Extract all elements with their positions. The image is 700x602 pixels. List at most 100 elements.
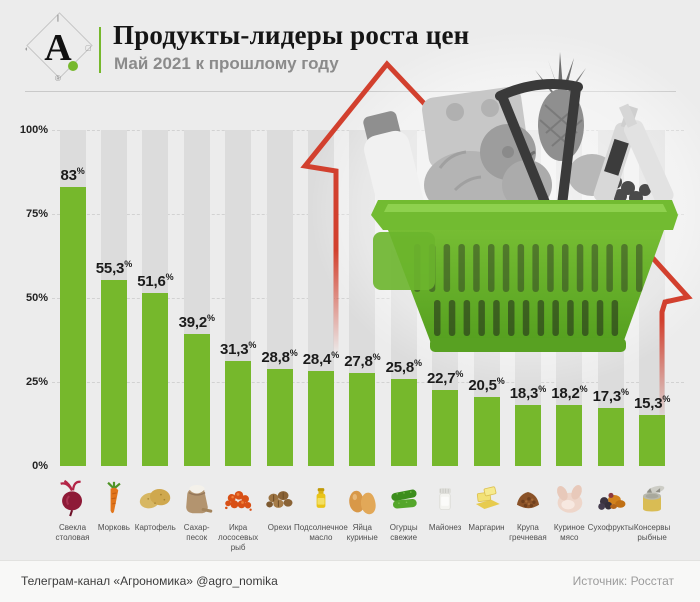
basket-handle-icon	[495, 79, 583, 210]
y-tick-label: 0%	[32, 460, 48, 472]
basket-slot	[458, 244, 465, 292]
y-tick-label: 100%	[19, 124, 48, 136]
buckwheat-icon	[508, 476, 548, 520]
basket-slot	[517, 244, 525, 292]
margarine-icon	[467, 476, 507, 520]
footer-channel: Телеграм-канал «Агрономика» @agro_nomika	[21, 574, 278, 588]
bar-Сахар-песок	[183, 334, 210, 466]
basket-slot	[508, 300, 515, 336]
category-label: Морковь	[97, 523, 130, 532]
trend-arrow-right-icon	[639, 243, 693, 420]
glass-bottle-2-icon	[618, 103, 674, 205]
bar-value-label: 15,3%	[633, 393, 671, 412]
nuts-icon	[260, 476, 300, 520]
bar-value-label: 83%	[60, 166, 85, 185]
basket-slot	[463, 300, 471, 336]
basket-slot	[621, 244, 628, 292]
basket-body	[388, 230, 664, 346]
mayonnaise-icon	[425, 476, 465, 520]
bar-value-label: 25,8%	[385, 358, 422, 377]
basket-slot	[522, 300, 530, 336]
basket-slot	[532, 244, 539, 292]
bar-Икра лососевых рыб	[225, 360, 252, 466]
bar-Морковь	[100, 280, 127, 466]
bar-value-label: 18,3%	[509, 383, 546, 402]
trend-arrow-up-icon	[300, 60, 454, 353]
category-label: Картофель	[134, 523, 176, 532]
basket-slot	[591, 244, 599, 292]
logo-letter: А	[44, 27, 72, 69]
carrot-icon	[94, 476, 134, 520]
category-label: Крупа гречневая	[509, 523, 547, 542]
basket-slot	[547, 244, 554, 292]
bar-Орехи	[266, 369, 293, 466]
basket-slot	[537, 300, 545, 336]
bar-value-label: 28,4%	[302, 349, 339, 368]
logo-registered-mark: ®	[55, 74, 61, 83]
basket-base	[430, 338, 626, 352]
basket-slot	[596, 300, 604, 336]
y-tick-label: 75%	[25, 208, 48, 220]
potato-icon	[135, 476, 175, 520]
chicken-icon	[549, 476, 589, 520]
bar-value-label: 17,3%	[592, 386, 629, 405]
category-label: Подсолнечное масло	[293, 523, 348, 542]
basket-slot	[502, 244, 510, 292]
basket-slot	[606, 244, 613, 292]
bar-value-label: 55,3%	[95, 259, 132, 278]
category-label: Огурцы свежие	[389, 523, 418, 542]
bar-value-label: 27,8%	[344, 351, 381, 370]
category-label: Майонез	[428, 523, 462, 532]
sunflower-oil-icon	[301, 476, 341, 520]
bar-value-label: 51,6%	[137, 271, 174, 290]
basket-slot	[576, 244, 584, 292]
cucumbers-icon	[384, 476, 424, 520]
basket-slots	[414, 244, 643, 336]
bar-Маргарин	[473, 397, 500, 466]
basket-slot	[636, 244, 643, 292]
page-title: Продукты-лидеры роста цен	[113, 20, 470, 50]
bar-value-label: 28,8%	[261, 348, 298, 367]
basket-slot	[611, 300, 619, 336]
page-subtitle: Май 2021 к прошлому году	[114, 54, 339, 73]
dried-fruits-icon	[591, 476, 631, 520]
y-tick-label: 50%	[25, 292, 48, 304]
bar-Консервы рыбные	[639, 414, 666, 466]
bar-Свекла столовая	[59, 187, 86, 466]
bar-Огурцы свежие	[390, 379, 417, 466]
category-label: Орехи	[267, 523, 292, 532]
basket-slot	[488, 244, 495, 292]
header-rule	[25, 91, 676, 92]
basket-slot	[493, 300, 500, 336]
agronomika-logo: ❙ ◖ ▢ А ®	[22, 12, 94, 88]
basket-slot	[567, 300, 574, 336]
basket-slot	[478, 300, 485, 336]
category-label: Сухофрукты	[587, 523, 634, 532]
category-label: Сахар- песок	[183, 523, 210, 542]
basket-slot	[552, 300, 559, 336]
bar-value-label: 18,2%	[551, 383, 588, 402]
basket-slot	[443, 244, 451, 292]
footer: Телеграм-канал «Агрономика» @agro_nomika…	[0, 560, 700, 602]
bar-Сухофрукты	[597, 407, 624, 466]
basket-slot	[448, 300, 456, 336]
category-label: Яйца куриные	[346, 523, 378, 542]
bar-Куриное мясо	[556, 404, 583, 466]
wheat-mini-icon: ❙	[55, 15, 61, 22]
cart-mini-icon: ▢	[85, 45, 92, 52]
logo-divider	[99, 27, 101, 73]
category-label: Свекла столовая	[55, 523, 90, 542]
caviar-icon	[218, 476, 258, 520]
category-label: Консервы рыбные	[633, 523, 671, 542]
bar-value-label: 20,5%	[468, 376, 505, 395]
basket-slot	[562, 244, 569, 292]
footer-source: Источник: Росстат	[572, 574, 674, 588]
sugar-sack-icon	[177, 476, 217, 520]
logo-green-dot-icon	[68, 61, 78, 71]
bar-Яйца куриные	[349, 372, 376, 466]
bar-Подсолнечное масло	[307, 370, 334, 466]
bar-value-label: 22,7%	[426, 368, 464, 387]
bar-Крупа гречневая	[514, 404, 541, 466]
